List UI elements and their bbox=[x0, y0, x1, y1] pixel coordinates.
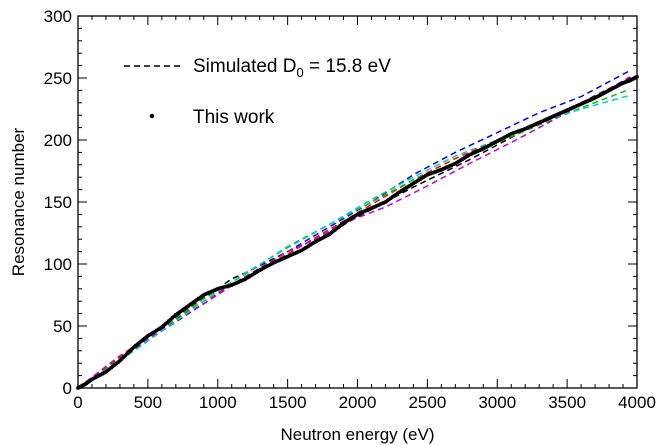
simulated-series-line-3 bbox=[77, 88, 631, 389]
simulated-series-line-1 bbox=[77, 79, 631, 389]
measured-points bbox=[76, 74, 639, 390]
x-tick-label: 1000 bbox=[199, 393, 237, 412]
x-tick-label: 4000 bbox=[618, 393, 656, 412]
x-tick-label: 1500 bbox=[269, 393, 307, 412]
x-tick-label: 500 bbox=[134, 393, 162, 412]
y-tick-label: 0 bbox=[63, 379, 72, 398]
legend: Simulated D0 = 15.8 eV This work bbox=[124, 56, 391, 128]
x-axis-title: Neutron energy (eV) bbox=[280, 425, 434, 444]
axis-ticks: 0 500 1000 1500 2000 2500 3000 3500 4000 0 50 100 15… bbox=[44, 7, 656, 412]
x-tick-label: 3500 bbox=[548, 393, 586, 412]
y-tick-label: 150 bbox=[44, 193, 72, 212]
x-tick-label: 0 bbox=[73, 393, 82, 412]
simulated-series-line-0 bbox=[77, 77, 631, 389]
legend-dot-swatch bbox=[149, 113, 155, 119]
simulated-series-line-5 bbox=[77, 94, 631, 389]
legend-label-this-work: This work bbox=[193, 107, 275, 128]
legend-label-simulated: Simulated D0 = 15.8 eV bbox=[193, 56, 391, 80]
y-axis-title: Resonance number bbox=[9, 127, 28, 276]
y-tick-label: 300 bbox=[44, 7, 72, 26]
x-tick-label: 2500 bbox=[408, 393, 446, 412]
simulated-series-line-2 bbox=[77, 69, 631, 389]
y-tick-label: 100 bbox=[44, 255, 72, 274]
y-tick-label: 250 bbox=[44, 69, 72, 88]
x-tick-label: 3000 bbox=[478, 393, 516, 412]
y-tick-label: 50 bbox=[53, 317, 72, 336]
y-tick-label: 200 bbox=[44, 131, 72, 150]
measured-point bbox=[635, 74, 639, 79]
x-tick-label: 2000 bbox=[339, 393, 377, 412]
simulated-series-line-4 bbox=[77, 76, 631, 389]
